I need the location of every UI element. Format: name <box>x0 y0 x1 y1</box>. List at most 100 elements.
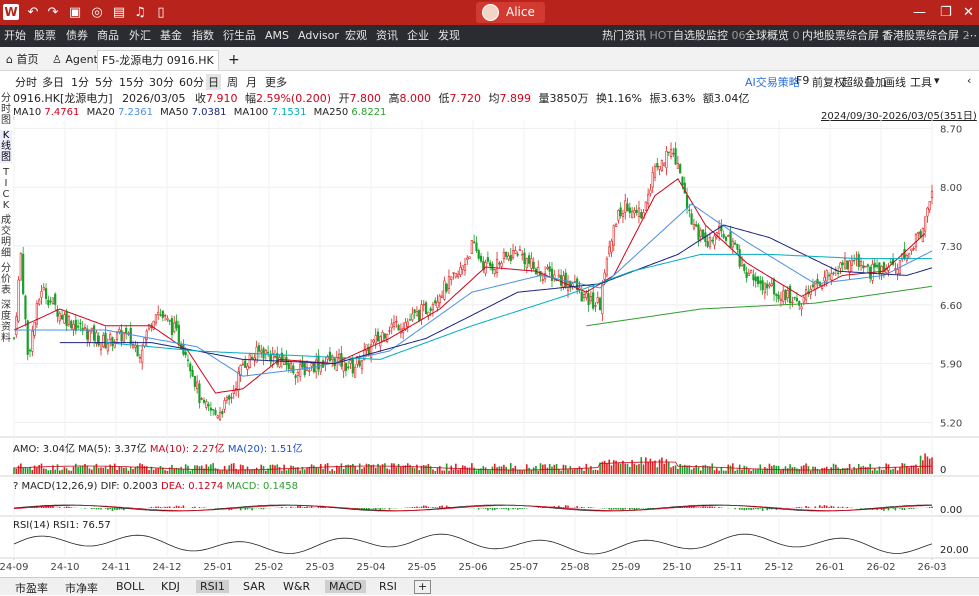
candle-body <box>121 330 123 341</box>
macd-bar <box>68 507 70 508</box>
volume-bar <box>155 469 157 474</box>
volume-bar <box>917 468 919 474</box>
candle-body <box>386 334 388 341</box>
candle-body <box>75 320 77 331</box>
macd-bar <box>741 508 743 510</box>
candle-body <box>725 237 727 241</box>
x-tick-label: 26-02 <box>866 562 895 573</box>
candle-body <box>668 152 670 153</box>
volume-bar <box>863 466 865 474</box>
candle-body <box>631 211 633 217</box>
candle-body <box>515 250 517 253</box>
candle-body <box>778 295 780 299</box>
candle-body <box>551 269 553 281</box>
volume-bar <box>547 468 549 474</box>
candle-body <box>244 361 246 368</box>
indicator-macd[interactable]: MACD <box>325 580 366 593</box>
macd-bar <box>840 507 842 508</box>
macd-axis-label: 0.00 <box>940 505 962 516</box>
volume-bar <box>654 461 656 474</box>
volume-bar <box>25 467 27 474</box>
candle-body <box>640 212 642 218</box>
volume-bar <box>258 470 260 474</box>
volume-bar <box>888 464 890 474</box>
candle-body <box>524 253 526 264</box>
volume-bar <box>727 465 729 474</box>
indicator-rsi1[interactable]: RSI1 <box>196 580 229 593</box>
volume-bar <box>521 471 523 474</box>
volume-bar <box>638 464 640 474</box>
candle-body <box>258 346 260 352</box>
candle-body <box>217 416 219 418</box>
candle-body <box>222 411 224 414</box>
volume-bar <box>634 464 636 474</box>
volume-bar <box>711 463 713 474</box>
indicator-pe[interactable]: 市盈率 <box>15 580 48 596</box>
candle-body <box>464 264 466 270</box>
candle-body <box>773 279 775 294</box>
volume-bar <box>721 467 723 474</box>
candle-body <box>139 357 141 358</box>
macd-bar <box>753 508 755 510</box>
candle-body <box>89 331 91 343</box>
volume-bar <box>691 470 693 474</box>
candle-body <box>155 315 157 323</box>
candle-body <box>45 288 47 298</box>
volume-bar <box>73 467 75 474</box>
volume-bar <box>96 464 98 474</box>
indicator-pb[interactable]: 市净率 <box>65 580 98 596</box>
candle-body <box>105 333 107 348</box>
indicator-sar[interactable]: SAR <box>243 580 265 593</box>
candle-body <box>460 267 462 274</box>
candle-body <box>707 242 709 247</box>
candle-body <box>698 225 700 240</box>
candle-body <box>760 281 762 284</box>
volume-bar <box>789 464 791 474</box>
volume-bar <box>508 470 510 474</box>
volume-bar <box>453 470 455 474</box>
candle-body <box>931 191 933 197</box>
macd-bar <box>828 507 830 508</box>
macd-bar <box>808 507 810 508</box>
candle-body <box>611 241 613 252</box>
candle-body <box>519 250 521 251</box>
volume-bar <box>98 468 100 474</box>
candle-body <box>615 224 617 226</box>
volume-bar <box>837 467 839 474</box>
volume-bar <box>794 467 796 474</box>
candle-body <box>853 260 855 261</box>
candle-body <box>201 399 203 400</box>
indicator-wr[interactable]: W&R <box>283 580 310 593</box>
macd-bar <box>373 508 375 509</box>
volume-bar <box>206 464 208 474</box>
volume-bar <box>604 461 606 474</box>
candle-body <box>418 310 420 321</box>
volume-bar <box>153 470 155 474</box>
indicator-rsi[interactable]: RSI <box>379 580 397 593</box>
indicator-kdj[interactable]: KDJ <box>161 580 180 593</box>
volume-bar <box>93 466 95 474</box>
candle-body <box>927 208 929 216</box>
candle-body <box>471 241 473 254</box>
volume-bar <box>432 469 434 474</box>
candle-body <box>116 333 118 340</box>
add-indicator-button[interactable]: + <box>414 580 431 594</box>
macd-bar <box>251 508 253 510</box>
volume-bar <box>512 468 514 474</box>
macd-bar <box>169 506 171 508</box>
volume-bar <box>428 464 430 474</box>
volume-bar <box>160 466 162 474</box>
candle-body <box>64 315 66 323</box>
macd-bar <box>503 508 505 509</box>
candle-body <box>423 304 425 305</box>
candle-body <box>636 210 638 212</box>
indicator-boll[interactable]: BOLL <box>116 580 144 593</box>
candle-body <box>151 327 153 328</box>
candle-body <box>858 254 860 266</box>
candle-body <box>219 412 221 420</box>
candle-body <box>608 247 610 254</box>
x-tick-label: 25-11 <box>713 562 742 573</box>
volume-bar <box>682 466 684 474</box>
volume-bar <box>705 465 707 474</box>
candle-body <box>102 335 104 346</box>
